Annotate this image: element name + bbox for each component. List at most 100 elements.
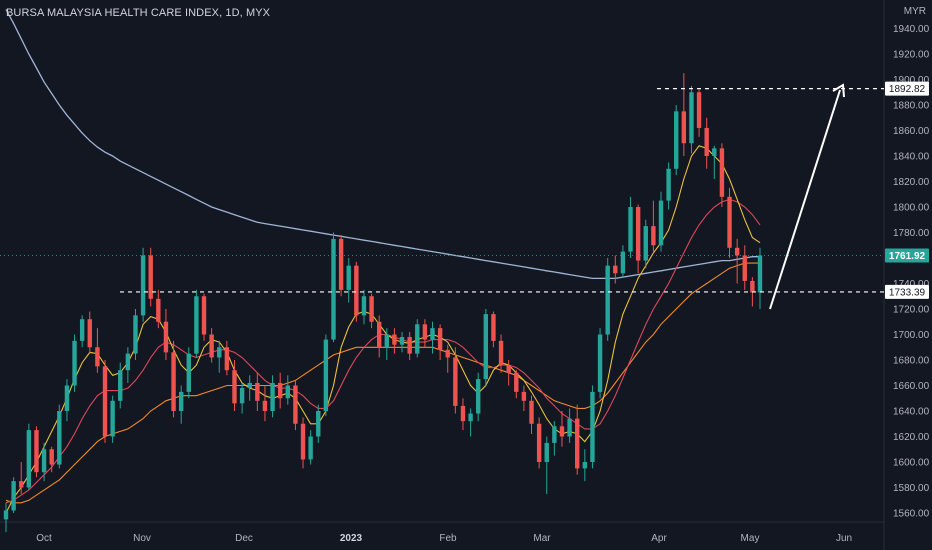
candle-body xyxy=(635,207,641,261)
x-tick-label: 2023 xyxy=(340,533,363,544)
y-tick-label: 1800.00 xyxy=(893,203,930,214)
candle-body xyxy=(11,481,16,511)
candle-body xyxy=(26,430,32,488)
candle-body xyxy=(201,296,207,335)
candle-body xyxy=(712,148,717,156)
candle-body xyxy=(651,226,656,246)
candle-body xyxy=(308,436,313,460)
candle-body xyxy=(544,442,549,462)
candle-body xyxy=(453,357,458,406)
candle-body xyxy=(354,265,359,316)
x-tick-label: Nov xyxy=(133,533,151,544)
candle-body xyxy=(430,328,435,340)
y-tick-label: 1640.00 xyxy=(893,407,930,418)
candle-body xyxy=(247,382,252,389)
candle-body xyxy=(87,319,92,348)
candle-body xyxy=(498,340,504,366)
candle-body xyxy=(483,314,489,380)
candle-body xyxy=(186,353,191,392)
candle-body xyxy=(506,365,511,373)
candle-body xyxy=(696,92,702,128)
price-axis[interactable]: 1560.00 1580.00 1600.00 1620.00 1640.00 1660.… xyxy=(893,24,930,520)
candle-body xyxy=(369,296,374,322)
candle-body xyxy=(422,324,428,340)
ma-fast-line xyxy=(5,145,761,514)
candle-body xyxy=(757,255,763,293)
candle-body xyxy=(643,226,648,261)
candle-body xyxy=(338,238,344,290)
candle-body xyxy=(620,251,626,274)
candle-body xyxy=(491,314,496,341)
candle-body xyxy=(285,385,290,399)
candle-body xyxy=(110,400,115,437)
candle-body xyxy=(689,92,694,144)
y-tick-label: 1740.00 xyxy=(893,279,930,290)
y-tick-label: 1580.00 xyxy=(893,483,930,494)
candle-body xyxy=(125,353,131,371)
candle-body xyxy=(95,347,100,367)
ma-long-line xyxy=(5,9,760,280)
y-tick-label: 1920.00 xyxy=(893,50,930,61)
candle-body xyxy=(102,366,108,437)
y-tick-label: 1860.00 xyxy=(893,126,930,137)
candle-body xyxy=(628,207,633,252)
candle-body xyxy=(72,340,77,386)
candle-body xyxy=(399,337,405,345)
currency-label: MYR xyxy=(903,6,926,17)
dashed-levels xyxy=(0,88,884,293)
x-tick-label: Feb xyxy=(439,533,457,544)
candle-body xyxy=(156,298,161,322)
y-tick-label: 1620.00 xyxy=(893,432,930,443)
time-axis[interactable]: Oct Nov Dec 2023 Feb Mar Apr May Jun xyxy=(36,533,852,544)
candle-body xyxy=(552,426,557,443)
candle-body xyxy=(239,388,245,404)
last-price-tag xyxy=(885,248,929,263)
candle-body xyxy=(415,324,420,354)
ma-mid-line xyxy=(5,198,761,504)
support-price-tag xyxy=(885,284,929,299)
candle-body xyxy=(575,418,580,469)
candle-body xyxy=(163,321,169,353)
candle-body xyxy=(582,462,588,469)
candle-body xyxy=(79,319,85,341)
candle-body xyxy=(376,321,382,348)
y-tick-label: 1680.00 xyxy=(893,356,930,367)
candle-body xyxy=(224,347,230,371)
candle-body xyxy=(19,481,24,488)
candle-body xyxy=(270,382,275,411)
x-tick-label: Mar xyxy=(533,533,551,544)
x-tick-label: Jun xyxy=(836,533,852,544)
y-tick-label: 1900.00 xyxy=(893,75,930,86)
candle-body xyxy=(734,247,740,256)
y-tick-label: 1820.00 xyxy=(893,177,930,188)
candles xyxy=(3,73,763,533)
candle-body xyxy=(437,328,443,350)
candle-body xyxy=(49,449,54,465)
candle-body xyxy=(232,370,237,404)
candle-body xyxy=(476,379,481,414)
candle-body xyxy=(3,510,9,520)
candle-body xyxy=(148,255,153,299)
candle-body xyxy=(605,265,610,335)
y-tick-label: 1660.00 xyxy=(893,381,930,392)
candle-body xyxy=(331,238,336,340)
candle-body xyxy=(468,413,473,422)
x-tick-label: Dec xyxy=(235,533,253,544)
candle-body xyxy=(529,400,534,424)
candle-body xyxy=(460,405,466,422)
candle-body xyxy=(536,423,542,462)
candle-body xyxy=(178,391,184,411)
candle-body xyxy=(407,337,412,354)
candle-body xyxy=(300,423,306,460)
candle-body xyxy=(514,372,519,392)
candle-body xyxy=(57,411,62,465)
candle-body xyxy=(727,196,732,248)
candle-body xyxy=(255,382,260,401)
candle-body xyxy=(277,382,283,399)
target-price-tag-label: 1892.82 xyxy=(889,84,926,95)
candle-body xyxy=(392,334,397,345)
y-tick-label: 1880.00 xyxy=(893,101,930,112)
x-tick-label: May xyxy=(741,533,760,544)
candle-body xyxy=(323,339,329,411)
